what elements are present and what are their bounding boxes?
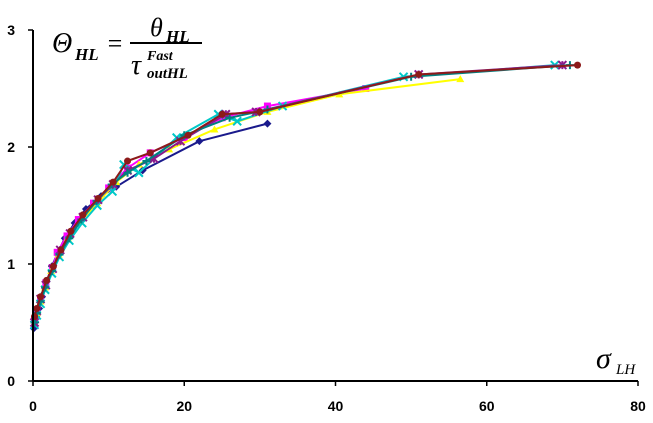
x-axis-label: σ LH	[596, 342, 636, 378]
data-point	[124, 157, 132, 165]
formula-numerator-sub: HL	[165, 27, 190, 46]
formula-denominator: τ	[131, 50, 142, 81]
data-point	[184, 131, 192, 139]
y-tick-label: 0	[7, 373, 15, 389]
series-2	[31, 85, 370, 324]
y-tick-label: 3	[7, 22, 15, 38]
data-point	[146, 149, 154, 157]
formula-denominator-sub: outHL	[147, 66, 188, 82]
data-point	[134, 168, 144, 178]
data-point	[67, 227, 75, 235]
data-point	[94, 194, 102, 202]
data-point	[109, 178, 117, 186]
x-ticks: 0 20 40 60 80	[29, 381, 646, 414]
formula-numerator: θ	[150, 13, 163, 42]
data-point	[37, 293, 45, 301]
data-point	[57, 246, 65, 254]
data-point	[256, 108, 264, 116]
x-tick-label: 60	[479, 398, 495, 414]
x-axis-symbol: σ	[596, 342, 612, 375]
series-line	[33, 87, 366, 321]
data-point	[218, 110, 226, 118]
formula-denominator-sup: Fast	[146, 49, 174, 64]
data-point	[456, 75, 465, 83]
x-tick-label: 0	[29, 398, 37, 414]
x-tick-label: 20	[176, 398, 192, 414]
x-tick-label: 40	[328, 398, 344, 414]
y-tick-label: 1	[7, 256, 15, 272]
series-layer	[29, 60, 581, 333]
y-ticks: 0 1 2 3	[7, 22, 33, 389]
x-tick-label: 80	[630, 398, 646, 414]
data-point	[362, 85, 370, 92]
data-point	[263, 119, 272, 128]
data-point	[49, 262, 57, 270]
formula-lhs-sub: HL	[74, 45, 99, 64]
x-axis-sub: LH	[615, 362, 636, 378]
data-point	[43, 276, 51, 284]
data-point	[574, 61, 581, 69]
data-point	[210, 125, 219, 133]
data-point	[415, 70, 423, 78]
data-point	[123, 168, 132, 177]
data-point	[225, 113, 234, 122]
data-point	[232, 116, 242, 126]
data-point	[79, 211, 87, 219]
y-tick-label: 2	[7, 139, 15, 155]
formula-lhs: Θ	[52, 28, 72, 59]
formula: Θ HL = θ HL τ Fast outHL	[52, 13, 202, 82]
data-point	[33, 304, 41, 312]
formula-equals: =	[106, 29, 124, 58]
data-point	[142, 157, 151, 166]
data-point	[195, 137, 204, 146]
